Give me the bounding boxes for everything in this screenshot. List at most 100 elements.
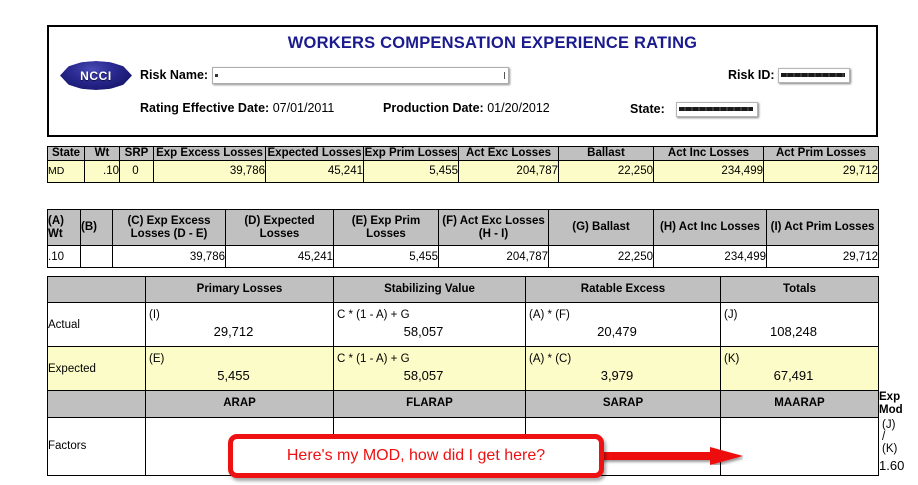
ncci-logo-shape	[60, 61, 132, 90]
risk-id-value-redacted[interactable]	[778, 68, 851, 84]
rating-effective-date-value: 07/01/2011	[272, 101, 335, 115]
cell-b	[80, 245, 113, 268]
formula-tag: (E)	[149, 353, 165, 366]
cell-i-act-prim-losses: 29,712	[766, 245, 879, 268]
amount-value: 1.60	[879, 457, 905, 473]
col-d-expected-losses: (D) Expected Losses	[225, 209, 334, 246]
factors-corner-cell	[47, 390, 146, 418]
production-date-label: Production Date:	[383, 101, 484, 115]
row-label-actual: Actual	[47, 302, 146, 347]
annotation-callout: Here's my MOD, how did I get here?	[228, 434, 604, 478]
col-wt: Wt	[84, 146, 120, 161]
col-maarap: MAARAP	[720, 390, 879, 418]
cell-expected-primary-losses: (E) 5,455	[145, 346, 334, 391]
formula-tag: C * (1 - A) + G	[337, 353, 410, 366]
col-exp-prim-losses: Exp Prim Losses	[363, 146, 459, 161]
col-arap: ARAP	[145, 390, 334, 418]
cell-state: MD	[47, 159, 85, 183]
amount-value: 20,479	[597, 324, 637, 340]
col-primary-losses: Primary Losses	[145, 276, 334, 303]
formula-tag: (A) * (F)	[529, 309, 570, 322]
cell-actual-totals: (J) 108,248	[720, 302, 879, 347]
cell-g-ballast: 22,250	[548, 245, 654, 268]
state-field: State:	[630, 102, 759, 118]
page-title: WORKERS COMPENSATION EXPERIENCE RATING	[287, 34, 698, 52]
ncci-logo-label: NCCI	[80, 68, 112, 83]
formula-tag: (I)	[149, 309, 160, 322]
amount-value: 29,712	[213, 324, 254, 340]
amount-value: 58,057	[403, 368, 444, 384]
cell-exp-excess-losses: 39,786	[153, 159, 266, 183]
col-act-prim-losses: Act Prim Losses	[763, 146, 879, 161]
cell-h-act-inc-losses: 234,499	[653, 245, 767, 268]
expected-row: Expected (E) 5,455 C * (1 - A) + G 58,05…	[47, 346, 879, 391]
col-state: State	[47, 146, 85, 161]
formula-tag: (K)	[724, 353, 740, 366]
cell-srp: 0	[119, 159, 154, 183]
formula-tag: (J) / (K)	[882, 418, 898, 455]
col-ballast: Ballast	[558, 146, 654, 161]
cell-e-exp-prim-losses: 5,455	[333, 245, 439, 268]
table-row: MD .10 0 39,786 45,241 5,455 204,787 22,…	[47, 159, 879, 183]
amount-value: 58,057	[403, 324, 444, 340]
state-value-redacted[interactable]	[676, 102, 759, 118]
state-label: State:	[630, 102, 665, 116]
col-exp-excess-losses: Exp Excess Losses	[153, 146, 266, 161]
experience-rating-calc-table: Primary Losses Stabilizing Value Ratable…	[47, 276, 904, 476]
risk-id-field: Risk ID:	[728, 68, 851, 84]
amount-value: 3,979	[600, 368, 634, 384]
table-header-row: State Wt SRP Exp Excess Losses Expected …	[47, 146, 879, 161]
risk-name-input[interactable]	[211, 67, 509, 84]
cell-actual-primary-losses: (I) 29,712	[145, 302, 334, 347]
cell-expected-totals: (K) 67,491	[720, 346, 879, 391]
ncci-logo: NCCI	[60, 61, 132, 90]
col-c-exp-excess-losses: (C) Exp Excess Losses (D - E)	[112, 209, 226, 246]
col-stabilizing-value: Stabilizing Value	[333, 276, 526, 303]
row-label-factors: Factors	[47, 416, 146, 476]
cell-expected-losses: 45,241	[265, 159, 364, 183]
risk-name-field: Risk Name:	[140, 67, 509, 84]
cell-actual-ratable-excess: (A) * (F) 20,479	[525, 302, 721, 347]
col-expected-losses: Expected Losses	[265, 146, 364, 161]
col-e-exp-prim-losses: (E) Exp Prim Losses	[333, 209, 439, 246]
losses-header-row: Primary Losses Stabilizing Value Ratable…	[47, 276, 879, 303]
col-ratable-excess: Ratable Excess	[525, 276, 721, 303]
production-date-value: 01/20/2012	[487, 101, 550, 115]
col-g-ballast: (G) Ballast	[548, 209, 654, 246]
col-srp: SRP	[119, 146, 154, 161]
rating-effective-date-field: Rating Effective Date: 07/01/2011	[140, 101, 334, 115]
cell-act-prim-losses: 29,712	[763, 159, 879, 183]
col-act-exc-losses: Act Exc Losses	[458, 146, 559, 161]
actual-row: Actual (I) 29,712 C * (1 - A) + G 58,057…	[47, 302, 879, 347]
annotation-arrow-icon	[598, 447, 743, 465]
row-label-expected: Expected	[47, 346, 146, 391]
cell-f-act-exc-losses: 204,787	[438, 245, 549, 268]
losses-corner-cell	[47, 276, 146, 303]
col-sarap: SARAP	[525, 390, 721, 418]
col-totals: Totals	[720, 276, 879, 303]
col-h-act-inc-losses: (H) Act Inc Losses	[653, 209, 767, 246]
rating-effective-date-label: Rating Effective Date:	[140, 101, 270, 115]
cell-factor-maarap	[720, 416, 879, 476]
state-summary-table: State Wt SRP Exp Excess Losses Expected …	[47, 146, 879, 183]
cell-expected-ratable-excess: (A) * (C) 3,979	[525, 346, 721, 391]
formula-tag: (A) * (C)	[529, 353, 572, 366]
col-b: (B)	[80, 209, 113, 246]
risk-id-label: Risk ID:	[728, 68, 775, 82]
formula-tag: C * (1 - A) + G	[337, 309, 410, 322]
cell-act-inc-losses: 234,499	[653, 159, 764, 183]
amount-value: 108,248	[770, 324, 817, 340]
amount-value: 67,491	[773, 368, 814, 384]
table-header-row: (A) Wt (B) (C) Exp Excess Losses (D - E)…	[47, 209, 879, 246]
amount-value: 5,455	[217, 368, 250, 384]
cell-act-exc-losses: 204,787	[458, 159, 559, 183]
cell-wt: .10	[84, 159, 120, 183]
cell-ballast: 22,250	[558, 159, 654, 183]
production-date-field: Production Date: 01/20/2012	[383, 101, 550, 115]
formula-tag: (J)	[724, 309, 738, 322]
document-header-box: WORKERS COMPENSATION EXPERIENCE RATING N…	[47, 25, 878, 137]
amount-value	[721, 444, 878, 450]
cell-d-expected-losses: 45,241	[225, 245, 334, 268]
table-row: .10 39,786 45,241 5,455 204,787 22,250 2…	[47, 245, 879, 268]
col-f-act-exc-losses: (F) Act Exc Losses (H - I)	[438, 209, 549, 246]
